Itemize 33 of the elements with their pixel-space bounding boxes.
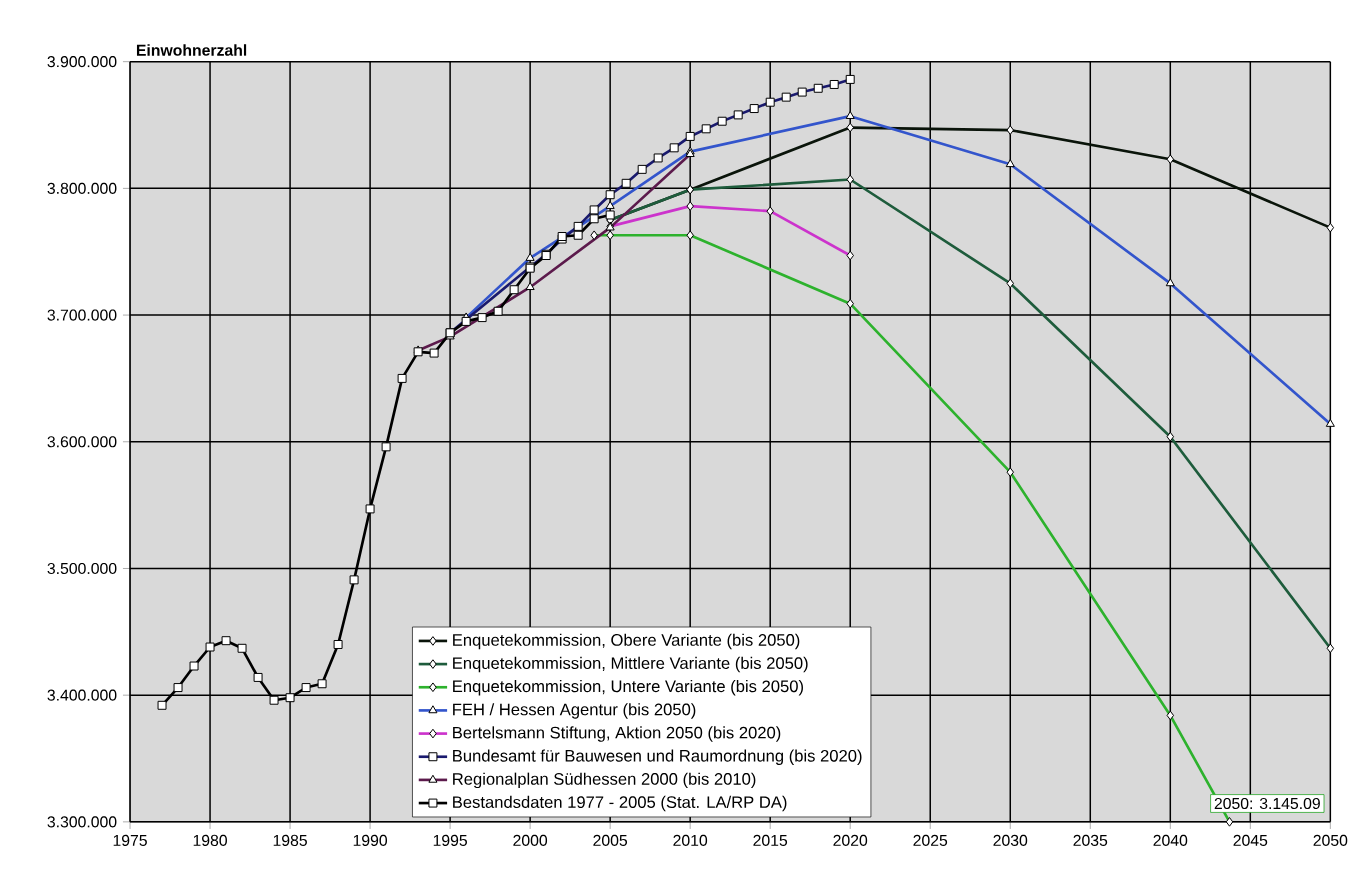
legend-label: Bestandsdaten 1977 - 2005 (Stat. LA/RP DA) bbox=[453, 796, 787, 812]
x-tick-label: 1990 bbox=[353, 835, 388, 847]
y-tick-label: 3.800.000 bbox=[47, 183, 117, 195]
annotation: 2050: 3.145.09 bbox=[1214, 798, 1320, 810]
legend-label: Bundesamt für Bauwesen und Raumordnung (bis 2020) bbox=[453, 749, 862, 766]
x-tick-label: 2030 bbox=[993, 835, 1028, 847]
x-tick-label: 2020 bbox=[833, 835, 868, 847]
x-tick-label: 1980 bbox=[193, 835, 227, 847]
x-tick-label: 2040 bbox=[1153, 835, 1188, 847]
legend-label: Enquetekommission, Obere Variante (bis 2050) bbox=[453, 633, 800, 650]
legend-label: Enquetekommission, Untere Variante (bis 2050) bbox=[453, 680, 804, 696]
y-tick-label: 3.500.000 bbox=[47, 563, 117, 575]
y-tick-label: 3.300.000 bbox=[47, 816, 117, 828]
x-tick-label: 2045 bbox=[1233, 835, 1268, 847]
legend-label: FEH / Hessen Agentur (bis 2050) bbox=[453, 703, 696, 719]
y-tick-label: 3.700.000 bbox=[47, 309, 117, 321]
legend-label: Enquetekommission, Mittlere Variante (bis 2050) bbox=[453, 657, 808, 673]
y-tick-label: 3.400.000 bbox=[47, 689, 117, 701]
y-tick-label: 3.900.000 bbox=[47, 56, 117, 68]
x-tick-label: 2025 bbox=[913, 835, 948, 847]
y-axis-title: Einwohnerzahl bbox=[136, 44, 247, 57]
legend-label: Bertelsmann Stiftung, Aktion 2050 (bis 2020) bbox=[453, 726, 781, 743]
x-tick-label: 2005 bbox=[593, 835, 628, 847]
legend-label: Regionalplan Südhessen 2000 (bis 2010) bbox=[453, 772, 756, 789]
x-tick-label: 2035 bbox=[1073, 835, 1108, 847]
x-tick-label: 2050 bbox=[1313, 835, 1348, 847]
x-tick-label: 2010 bbox=[673, 835, 708, 847]
x-tick-label: 1995 bbox=[433, 835, 468, 847]
x-tick-label: 2015 bbox=[753, 835, 788, 847]
x-tick-label: 1985 bbox=[273, 835, 307, 847]
y-tick-label: 3.600.000 bbox=[47, 436, 117, 448]
x-tick-label: 2000 bbox=[513, 835, 548, 847]
x-tick-label: 1975 bbox=[113, 835, 147, 847]
